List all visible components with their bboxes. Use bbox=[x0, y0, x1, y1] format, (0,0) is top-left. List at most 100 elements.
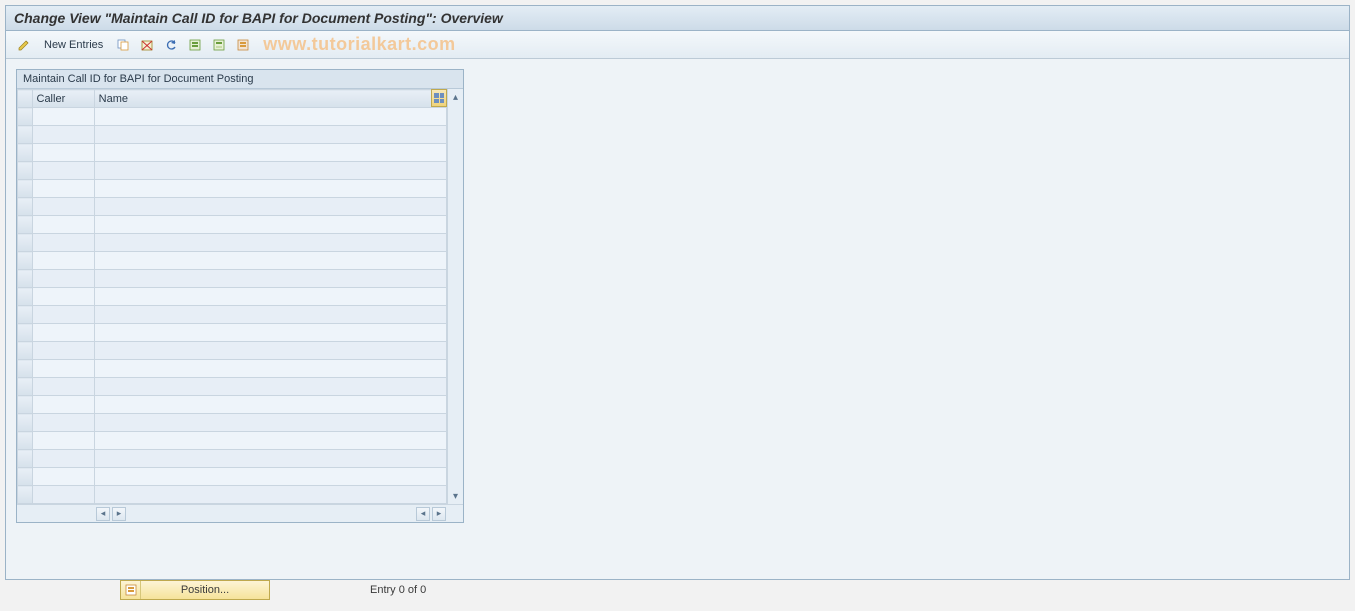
table-row[interactable] bbox=[18, 396, 447, 414]
row-selector[interactable] bbox=[18, 180, 33, 198]
cell-caller[interactable] bbox=[32, 468, 94, 486]
row-selector[interactable] bbox=[18, 414, 33, 432]
row-selector[interactable] bbox=[18, 396, 33, 414]
configure-columns-icon[interactable] bbox=[431, 89, 447, 107]
row-selector[interactable] bbox=[18, 324, 33, 342]
table-row[interactable] bbox=[18, 450, 447, 468]
cell-name[interactable] bbox=[94, 216, 446, 234]
row-selector[interactable] bbox=[18, 252, 33, 270]
table-row[interactable] bbox=[18, 468, 447, 486]
cell-name[interactable] bbox=[94, 324, 446, 342]
cell-name[interactable] bbox=[94, 108, 446, 126]
cell-name[interactable] bbox=[94, 126, 446, 144]
select-all-icon[interactable] bbox=[185, 35, 205, 55]
cell-name[interactable] bbox=[94, 360, 446, 378]
scroll-left-icon[interactable]: ▸ bbox=[112, 507, 126, 521]
cell-caller[interactable] bbox=[32, 288, 94, 306]
cell-caller[interactable] bbox=[32, 252, 94, 270]
table-row[interactable] bbox=[18, 162, 447, 180]
row-selector[interactable] bbox=[18, 234, 33, 252]
delete-icon[interactable] bbox=[137, 35, 157, 55]
table-row[interactable] bbox=[18, 486, 447, 504]
cell-name[interactable] bbox=[94, 180, 446, 198]
row-selector[interactable] bbox=[18, 162, 33, 180]
table-row[interactable] bbox=[18, 198, 447, 216]
column-header-name[interactable]: Name bbox=[94, 90, 446, 108]
cell-caller[interactable] bbox=[32, 306, 94, 324]
cell-caller[interactable] bbox=[32, 198, 94, 216]
cell-caller[interactable] bbox=[32, 450, 94, 468]
cell-name[interactable] bbox=[94, 252, 446, 270]
cell-name[interactable] bbox=[94, 450, 446, 468]
cell-name[interactable] bbox=[94, 198, 446, 216]
cell-name[interactable] bbox=[94, 414, 446, 432]
cell-caller[interactable] bbox=[32, 162, 94, 180]
row-selector[interactable] bbox=[18, 306, 33, 324]
row-selector-header[interactable] bbox=[18, 90, 33, 108]
table-row[interactable] bbox=[18, 342, 447, 360]
cell-caller[interactable] bbox=[32, 486, 94, 504]
cell-name[interactable] bbox=[94, 486, 446, 504]
toggle-change-icon[interactable] bbox=[14, 35, 34, 55]
table-row[interactable] bbox=[18, 234, 447, 252]
scroll-down-icon[interactable]: ▾ bbox=[450, 490, 462, 502]
table-row[interactable] bbox=[18, 360, 447, 378]
cell-name[interactable] bbox=[94, 234, 446, 252]
cell-caller[interactable] bbox=[32, 432, 94, 450]
row-selector[interactable] bbox=[18, 144, 33, 162]
row-selector[interactable] bbox=[18, 378, 33, 396]
position-button[interactable]: Position... bbox=[120, 580, 270, 600]
row-selector[interactable] bbox=[18, 432, 33, 450]
table-row[interactable] bbox=[18, 414, 447, 432]
row-selector[interactable] bbox=[18, 450, 33, 468]
copy-as-icon[interactable] bbox=[113, 35, 133, 55]
cell-caller[interactable] bbox=[32, 342, 94, 360]
table-row[interactable] bbox=[18, 288, 447, 306]
row-selector[interactable] bbox=[18, 468, 33, 486]
cell-caller[interactable] bbox=[32, 414, 94, 432]
table-row[interactable] bbox=[18, 216, 447, 234]
cell-caller[interactable] bbox=[32, 324, 94, 342]
row-selector[interactable] bbox=[18, 108, 33, 126]
cell-caller[interactable] bbox=[32, 126, 94, 144]
deselect-all-icon[interactable] bbox=[233, 35, 253, 55]
scroll-right-end-icon[interactable]: ▸ bbox=[432, 507, 446, 521]
row-selector[interactable] bbox=[18, 270, 33, 288]
cell-name[interactable] bbox=[94, 432, 446, 450]
scroll-left-start-icon[interactable]: ◂ bbox=[96, 507, 110, 521]
scroll-right-icon[interactable]: ◂ bbox=[416, 507, 430, 521]
cell-caller[interactable] bbox=[32, 234, 94, 252]
cell-name[interactable] bbox=[94, 306, 446, 324]
cell-name[interactable] bbox=[94, 342, 446, 360]
scroll-up-icon[interactable]: ▴ bbox=[450, 91, 462, 103]
table-row[interactable] bbox=[18, 180, 447, 198]
row-selector[interactable] bbox=[18, 486, 33, 504]
select-block-icon[interactable] bbox=[209, 35, 229, 55]
row-selector[interactable] bbox=[18, 342, 33, 360]
row-selector[interactable] bbox=[18, 198, 33, 216]
table-row[interactable] bbox=[18, 270, 447, 288]
cell-name[interactable] bbox=[94, 270, 446, 288]
table-row[interactable] bbox=[18, 432, 447, 450]
cell-caller[interactable] bbox=[32, 378, 94, 396]
row-selector[interactable] bbox=[18, 360, 33, 378]
table-row[interactable] bbox=[18, 378, 447, 396]
cell-caller[interactable] bbox=[32, 108, 94, 126]
table-row[interactable] bbox=[18, 306, 447, 324]
row-selector[interactable] bbox=[18, 216, 33, 234]
table-row[interactable] bbox=[18, 252, 447, 270]
cell-name[interactable] bbox=[94, 162, 446, 180]
vertical-scrollbar[interactable]: ▴ ▾ bbox=[447, 89, 463, 504]
column-header-caller[interactable]: Caller bbox=[32, 90, 94, 108]
undo-icon[interactable] bbox=[161, 35, 181, 55]
cell-name[interactable] bbox=[94, 396, 446, 414]
cell-caller[interactable] bbox=[32, 216, 94, 234]
cell-caller[interactable] bbox=[32, 144, 94, 162]
cell-caller[interactable] bbox=[32, 396, 94, 414]
table-row[interactable] bbox=[18, 126, 447, 144]
cell-caller[interactable] bbox=[32, 180, 94, 198]
table-row[interactable] bbox=[18, 108, 447, 126]
cell-caller[interactable] bbox=[32, 360, 94, 378]
cell-caller[interactable] bbox=[32, 270, 94, 288]
table-row[interactable] bbox=[18, 144, 447, 162]
